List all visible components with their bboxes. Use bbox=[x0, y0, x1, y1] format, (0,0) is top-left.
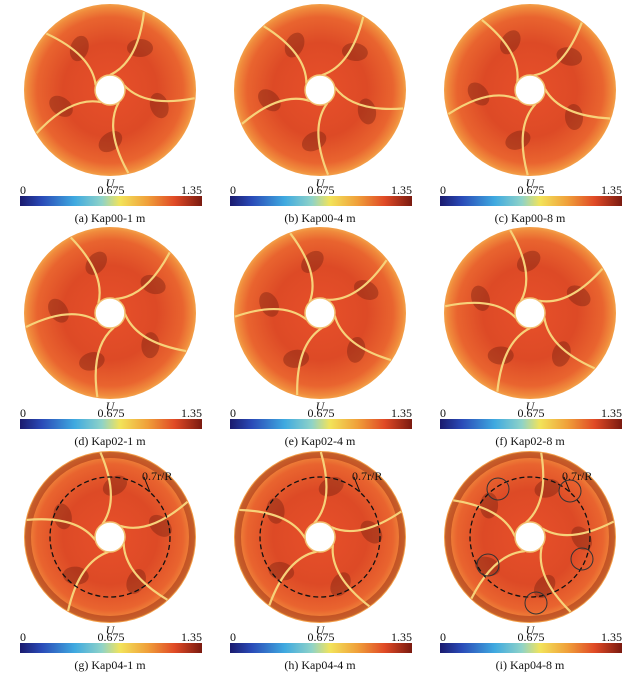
colorbar bbox=[20, 196, 202, 206]
hub bbox=[94, 74, 126, 106]
panel-label: (d) Kap02-1 m bbox=[74, 434, 146, 448]
annotation-leader bbox=[353, 476, 361, 493]
hub bbox=[514, 521, 546, 553]
hub bbox=[94, 297, 126, 329]
panel-label: (a) Kap00-1 m bbox=[75, 211, 146, 225]
panel: U 0 0.675 1.35 (e) Kap02-4 m bbox=[230, 227, 412, 448]
panel: U 0 0.675 1.35 (f) Kap02-8 m bbox=[440, 227, 622, 448]
vortex-marker bbox=[524, 591, 548, 615]
colorbar-tick-label: 1.35 bbox=[181, 630, 202, 644]
hub bbox=[304, 521, 336, 553]
outer-ring bbox=[445, 452, 615, 622]
colorbar-tick-label: 0 bbox=[440, 406, 446, 420]
colorbar bbox=[20, 419, 202, 429]
colorbar-tick-label: 0.675 bbox=[98, 406, 125, 420]
panel-label: (h) Kap04-4 m bbox=[284, 658, 356, 672]
colorbar-tick-label: 0.675 bbox=[308, 406, 335, 420]
colorbar-tick-label: 0 bbox=[20, 183, 26, 197]
hub bbox=[304, 297, 336, 329]
annotation-leader bbox=[563, 476, 571, 493]
colorbar-tick-label: 0 bbox=[230, 630, 236, 644]
panel: 0.7r/R U 0 0.675 1.35 (g) Kap04-1 m bbox=[20, 451, 202, 672]
colorbar-tick-label: 1.35 bbox=[181, 183, 202, 197]
colorbar-tick-label: 0.675 bbox=[308, 630, 335, 644]
colorbar-tick-label: 1.35 bbox=[391, 406, 412, 420]
radius-circle bbox=[259, 476, 381, 598]
colorbar-tick-label: 0.675 bbox=[518, 183, 545, 197]
colorbar-tick-label: 0 bbox=[440, 183, 446, 197]
colorbar-title: U bbox=[106, 623, 116, 637]
colorbar-tick-label: 0 bbox=[230, 406, 236, 420]
colorbar bbox=[230, 196, 412, 206]
colorbar bbox=[20, 643, 202, 653]
outer-ring bbox=[25, 452, 195, 622]
annotation: 0.7r/R bbox=[352, 469, 382, 483]
panel-label: (f) Kap02-8 m bbox=[495, 434, 565, 448]
colorbar bbox=[440, 419, 622, 429]
annotation-leader bbox=[143, 476, 151, 493]
hub bbox=[514, 74, 546, 106]
panel-label: (i) Kap04-8 m bbox=[496, 658, 565, 672]
colorbar bbox=[440, 643, 622, 653]
annotation: 0.7r/R bbox=[142, 469, 172, 483]
panel-label: (e) Kap02-4 m bbox=[285, 434, 356, 448]
outer-ring bbox=[235, 452, 405, 622]
vortex-marker bbox=[570, 547, 594, 571]
annotation: 0.7r/R bbox=[562, 469, 592, 483]
hub bbox=[304, 74, 336, 106]
colorbar bbox=[440, 196, 622, 206]
colorbar-title: U bbox=[526, 399, 536, 413]
colorbar-title: U bbox=[316, 176, 326, 190]
vortex-marker bbox=[558, 479, 582, 503]
colorbar-tick-label: 1.35 bbox=[601, 406, 622, 420]
panel-label: (g) Kap04-1 m bbox=[74, 658, 146, 672]
colorbar-tick-label: 0.675 bbox=[98, 183, 125, 197]
panel-label: (b) Kap00-4 m bbox=[284, 211, 356, 225]
colorbar-tick-label: 1.35 bbox=[391, 183, 412, 197]
colorbar-title: U bbox=[106, 176, 116, 190]
colorbar-tick-label: 0.675 bbox=[98, 630, 125, 644]
hub bbox=[514, 297, 546, 329]
colorbar-tick-label: 0.675 bbox=[518, 630, 545, 644]
colorbar-title: U bbox=[316, 399, 326, 413]
panel: 0.7r/R U 0 0.675 1.35 (i) Kap04-8 m bbox=[440, 451, 622, 672]
hub bbox=[94, 521, 126, 553]
colorbar bbox=[230, 643, 412, 653]
panel: U 0 0.675 1.35 (b) Kap00-4 m bbox=[230, 4, 412, 225]
vortex-marker bbox=[486, 477, 510, 501]
colorbar-tick-label: 0 bbox=[440, 630, 446, 644]
radius-circle bbox=[49, 476, 171, 598]
colorbar-tick-label: 0.675 bbox=[518, 406, 545, 420]
colorbar-tick-label: 1.35 bbox=[601, 630, 622, 644]
panel: U 0 0.675 1.35 (c) Kap00-8 m bbox=[440, 4, 622, 225]
colorbar-tick-label: 0.675 bbox=[308, 183, 335, 197]
panel: U 0 0.675 1.35 (a) Kap00-1 m bbox=[20, 4, 202, 225]
panel: U 0 0.675 1.35 (d) Kap02-1 m bbox=[20, 227, 202, 448]
colorbar-tick-label: 1.35 bbox=[601, 183, 622, 197]
panel: 0.7r/R U 0 0.675 1.35 (h) Kap04-4 m bbox=[230, 450, 412, 672]
colorbar-tick-label: 0 bbox=[20, 630, 26, 644]
colorbar-title: U bbox=[316, 623, 326, 637]
colorbar-title: U bbox=[106, 399, 116, 413]
colorbar-title: U bbox=[526, 623, 536, 637]
colorbar-tick-label: 1.35 bbox=[181, 406, 202, 420]
colorbar-tick-label: 0 bbox=[20, 406, 26, 420]
radius-circle bbox=[469, 476, 591, 598]
colorbar-title: U bbox=[526, 176, 536, 190]
colorbar-tick-label: 0 bbox=[230, 183, 236, 197]
panel-label: (c) Kap00-8 m bbox=[495, 211, 566, 225]
colorbar-tick-label: 1.35 bbox=[391, 630, 412, 644]
colorbar bbox=[230, 419, 412, 429]
vortex-marker bbox=[476, 553, 500, 577]
